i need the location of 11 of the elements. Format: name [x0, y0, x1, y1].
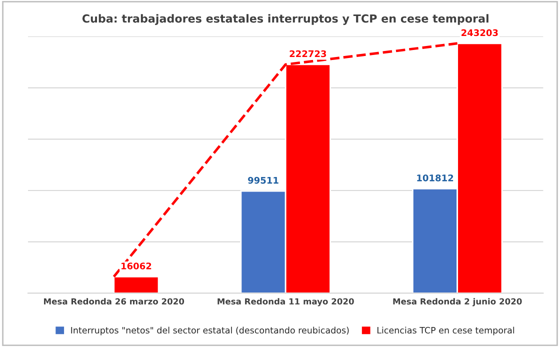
- x-tick-label: Mesa Redonda 26 marzo 2020: [44, 298, 184, 305]
- x-tick-label: Mesa Redonda 2 junio 2020: [393, 298, 522, 306]
- data-label: 101812: [417, 174, 454, 182]
- x-tick-label: Mesa Redonda 11 mayo 2020: [218, 298, 354, 306]
- data-label: 16062: [122, 262, 152, 270]
- legend-label: Interruptos "netos" del sector estatal (descontando reubicados): [71, 326, 349, 336]
- data-label: 243203: [462, 29, 498, 36]
- data-label: 99511: [248, 176, 278, 184]
- legend-label: Licencias TCP en cese temporal: [377, 326, 514, 336]
- chart-title: Cuba: trabajadores estatales interruptos y TCP en cese temporal: [82, 14, 488, 25]
- data-label: 222723: [290, 50, 326, 58]
